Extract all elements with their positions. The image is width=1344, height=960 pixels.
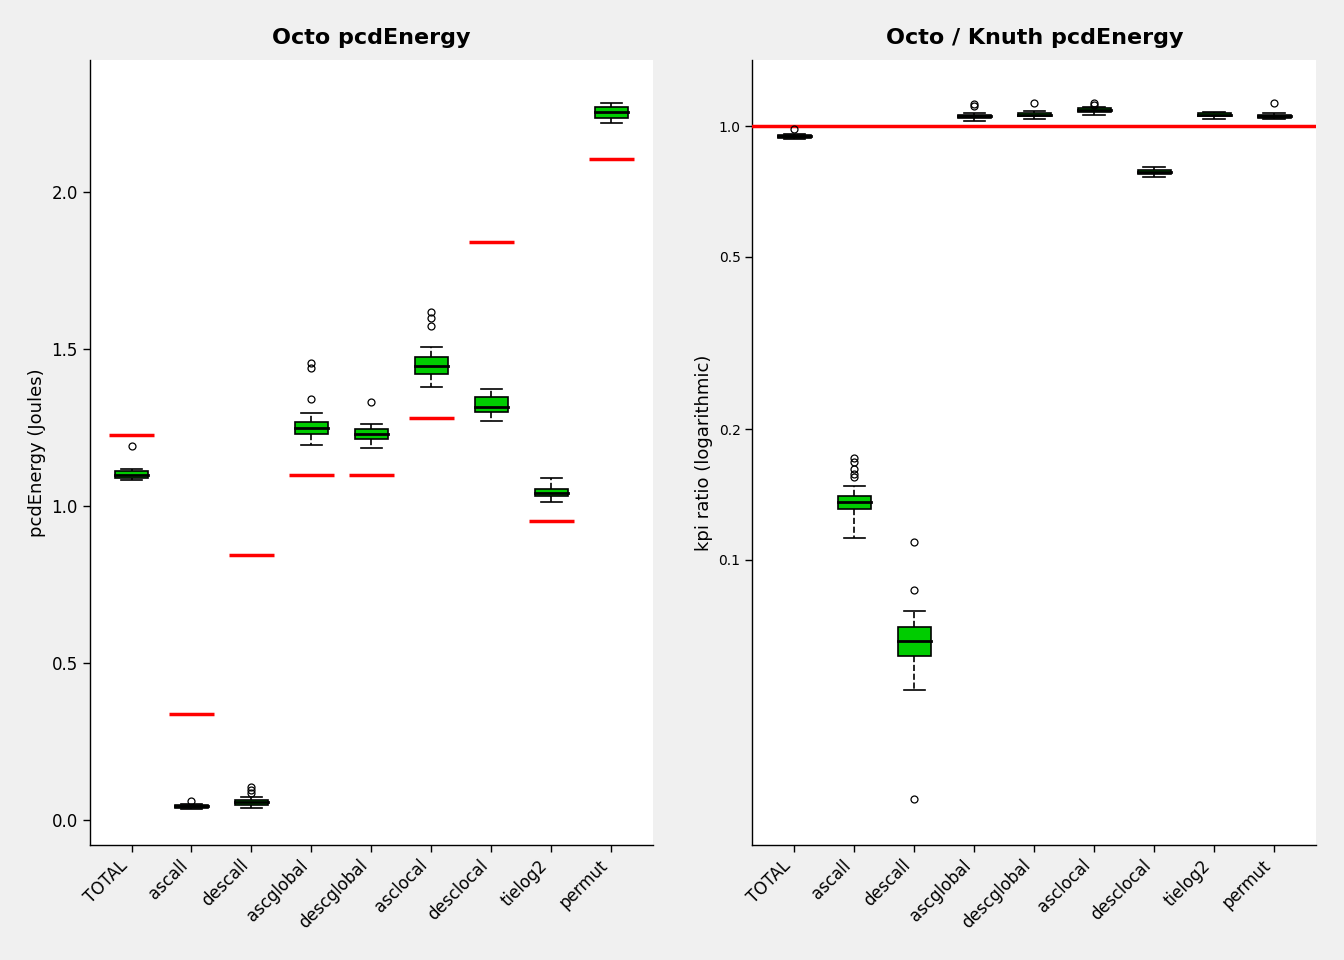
Bar (595, 108, 628, 118)
Bar (778, 135, 810, 137)
Bar (355, 429, 388, 440)
Y-axis label: pcdEnergy (Joules): pcdEnergy (Joules) (28, 369, 46, 537)
Bar (175, 805, 208, 807)
Bar (1017, 113, 1051, 116)
Bar (474, 396, 508, 413)
Title: Octo pcdEnergy: Octo pcdEnergy (273, 28, 470, 48)
Bar (1258, 115, 1290, 118)
Bar (1138, 170, 1171, 175)
Bar (415, 357, 448, 374)
Bar (235, 800, 267, 804)
Bar (958, 115, 991, 118)
Bar (535, 490, 569, 496)
Bar (116, 471, 148, 478)
Title: Octo / Knuth pcdEnergy: Octo / Knuth pcdEnergy (886, 28, 1183, 48)
Bar (898, 627, 931, 656)
Bar (1198, 113, 1231, 116)
Bar (1078, 108, 1110, 112)
Bar (837, 496, 871, 509)
Bar (294, 421, 328, 434)
Y-axis label: kpi ratio (logarithmic): kpi ratio (logarithmic) (695, 354, 714, 551)
